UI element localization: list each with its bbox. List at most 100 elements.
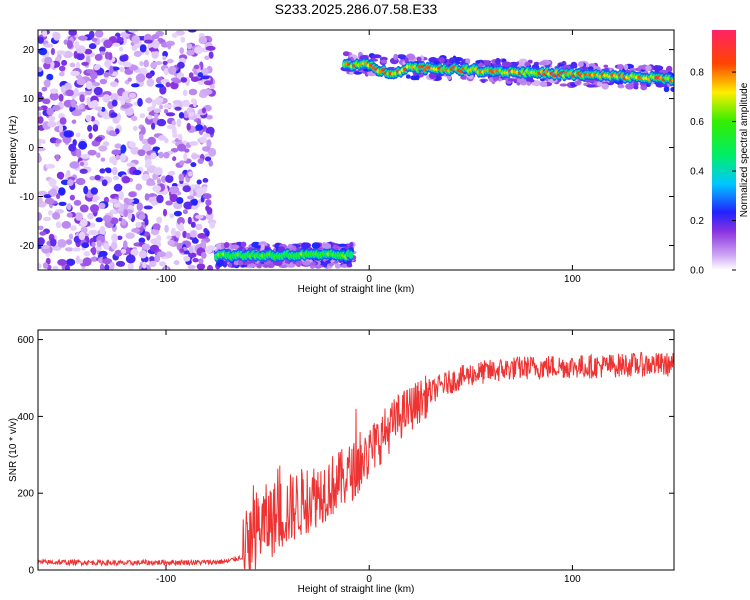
heatmap-cell: [197, 233, 207, 239]
y-tick-label: 200: [17, 489, 34, 500]
y-tick-label: 400: [17, 412, 34, 423]
heatmap-cell: [603, 64, 609, 68]
heatmap-cell: [102, 258, 113, 265]
heatmap-cell: [176, 197, 184, 204]
heatmap-cell: [72, 247, 81, 252]
heatmap-cell: [76, 52, 85, 61]
top-y-axis-label: Frequency (Hz): [8, 116, 19, 185]
heatmap-cell: [75, 177, 86, 186]
heatmap-cell: [91, 37, 98, 42]
heatmap-cell: [178, 112, 185, 119]
heatmap-cell: [78, 104, 84, 110]
bottom-x-axis: -100 0 100: [156, 330, 581, 585]
heatmap-cell: [99, 168, 106, 174]
heatmap-cell: [98, 145, 108, 152]
heatmap-cell: [501, 61, 512, 68]
heatmap-cell: [152, 223, 161, 230]
heatmap-cell: [66, 203, 72, 211]
heatmap-cell: [58, 65, 66, 72]
heatmap-cell: [156, 194, 164, 204]
heatmap-cell: [69, 194, 75, 201]
heatmap-cell: [100, 157, 106, 162]
heatmap-cell: [195, 223, 203, 230]
heatmap-cell: [172, 132, 178, 139]
heatmap-cell: [183, 201, 193, 210]
heatmap-cell: [88, 229, 98, 236]
heatmap-cell: [192, 258, 199, 263]
heatmap-cell: [139, 113, 146, 119]
heatmap-cell: [103, 72, 110, 78]
heatmap-cell: [87, 212, 94, 220]
heatmap-cell: [578, 61, 584, 68]
heatmap-cell: [69, 62, 76, 68]
heatmap-cell: [144, 39, 153, 44]
heatmap-cell: [111, 241, 118, 250]
heatmap-cell: [209, 221, 216, 229]
heatmap-cell: [124, 68, 134, 75]
heatmap-cell: [145, 158, 152, 167]
heatmap-cell: [73, 199, 82, 206]
heatmap-cell: [633, 85, 639, 90]
heatmap-cell: [38, 116, 44, 124]
heatmap-cell: [187, 264, 196, 270]
heatmap-cell: [92, 124, 99, 132]
heatmap-cell: [131, 83, 140, 88]
heatmap-cell: [156, 234, 162, 243]
heatmap-cell: [69, 161, 80, 169]
heatmap-cell: [162, 60, 168, 66]
heatmap-cell: [88, 132, 93, 139]
bottom-x-axis-label: Height of straight line (km): [298, 584, 415, 595]
heatmap-cell: [94, 174, 101, 181]
heatmap-cell: [617, 64, 624, 70]
heatmap-cell: [125, 254, 136, 264]
heatmap-cell: [203, 228, 209, 234]
heatmap-cell: [115, 260, 126, 267]
heatmap-cell: [131, 115, 138, 122]
heatmap-cell: [137, 97, 143, 107]
heatmap-cell: [117, 95, 123, 101]
heatmap-cell: [67, 179, 74, 187]
heatmap-cell: [71, 110, 82, 117]
heatmap-cell: [617, 84, 625, 89]
heatmap-cell: [132, 125, 138, 132]
heatmap-cell: [96, 240, 103, 248]
y-tick-label: 20: [23, 45, 35, 56]
heatmap-cell: [99, 51, 106, 56]
colorbar-tick-label: 0.2: [690, 216, 704, 227]
heatmap-cell: [131, 198, 140, 205]
heatmap-cell: [119, 46, 124, 52]
heatmap-cell: [126, 162, 136, 167]
heatmap-cell: [60, 85, 66, 93]
heatmap-cell: [43, 216, 51, 222]
heatmap-cell: [90, 256, 99, 262]
heatmap-cell: [405, 74, 411, 79]
heatmap-cell: [164, 224, 169, 233]
heatmap-cell: [98, 250, 108, 257]
heatmap-cell: [94, 53, 103, 61]
heatmap-cell: [495, 57, 501, 65]
heatmap-cell: [90, 187, 99, 195]
heatmap-cell: [164, 137, 169, 144]
heatmap-cell: [393, 53, 399, 61]
heatmap-cell: [125, 232, 135, 239]
heatmap-cell: [123, 197, 130, 204]
heatmap-cell: [99, 78, 108, 85]
heatmap-cell: [88, 30, 95, 39]
heatmap-cell: [61, 221, 71, 229]
heatmap-cell: [121, 104, 131, 109]
heatmap-cell: [163, 104, 172, 109]
heatmap-cell: [68, 30, 77, 36]
heatmap-cell: [109, 261, 115, 270]
heatmap-cell: [112, 42, 121, 47]
heatmap-cell: [144, 218, 149, 226]
heatmap-cell: [42, 30, 48, 37]
heatmap-cell: [38, 147, 46, 152]
heatmap-cell: [481, 79, 486, 83]
heatmap-cell: [185, 232, 191, 240]
heatmap-cell: [558, 63, 565, 67]
colorbar-axis: 0.0 0.2 0.4 0.6 0.8: [690, 68, 736, 277]
heatmap-cell: [191, 198, 198, 206]
heatmap-cell: [188, 72, 194, 79]
heatmap-cell: [151, 122, 156, 130]
